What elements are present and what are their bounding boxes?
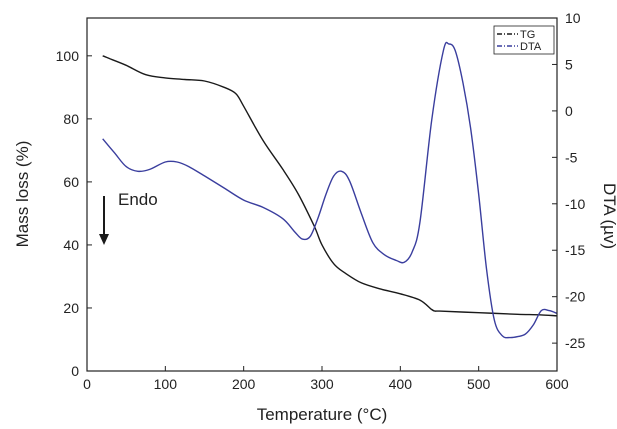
y-right-tick-label: -15 (565, 242, 585, 258)
legend: TG DTA (493, 25, 555, 55)
y-right-axis-title: DTA (µv) (600, 183, 617, 249)
x-tick-label: 0 (83, 376, 91, 392)
legend-label-dta: DTA (520, 41, 542, 53)
x-tick-label: 500 (467, 376, 491, 392)
x-tick-label: 300 (310, 376, 334, 392)
x-tick-label: 600 (545, 376, 569, 392)
endo-label: Endo (118, 190, 158, 209)
x-tick-label: 400 (389, 376, 413, 392)
series-line-dta (102, 41, 558, 339)
x-tick-label: 100 (154, 376, 178, 392)
endo-annotation: Endo (99, 190, 158, 245)
legend-box (493, 25, 555, 55)
y-left-axis-title: Mass loss (%) (13, 141, 32, 248)
y-left-tick-label: 40 (63, 237, 79, 253)
y-left-tick-label: 100 (56, 48, 80, 64)
y-right-tick-label: 10 (565, 10, 581, 26)
endo-arrow-head (99, 234, 109, 245)
y-left-tick-label: 0 (71, 363, 79, 379)
series-layer (102, 41, 558, 339)
y-right-tick-label: -20 (565, 289, 585, 305)
y-left-tick-label: 80 (63, 111, 79, 127)
y-right-tick-label: -5 (565, 149, 578, 165)
series-line-tg (102, 55, 558, 317)
y-left-tick-label: 60 (63, 174, 79, 190)
x-tick-label: 200 (232, 376, 256, 392)
y-right-tick-label: 5 (565, 56, 573, 72)
legend-label-tg: TG (520, 29, 535, 41)
y-left-tick-label: 20 (63, 300, 79, 316)
tick-layer: 0 100 200 300 400 500 600 0 20 40 60 80 100 10 5 0 -5 -10… (56, 10, 586, 392)
y-right-tick-label: -25 (565, 335, 585, 351)
x-axis-title: Temperature (°C) (257, 405, 388, 424)
y-right-tick-label: -10 (565, 196, 585, 212)
y-right-tick-label: 0 (565, 103, 573, 119)
